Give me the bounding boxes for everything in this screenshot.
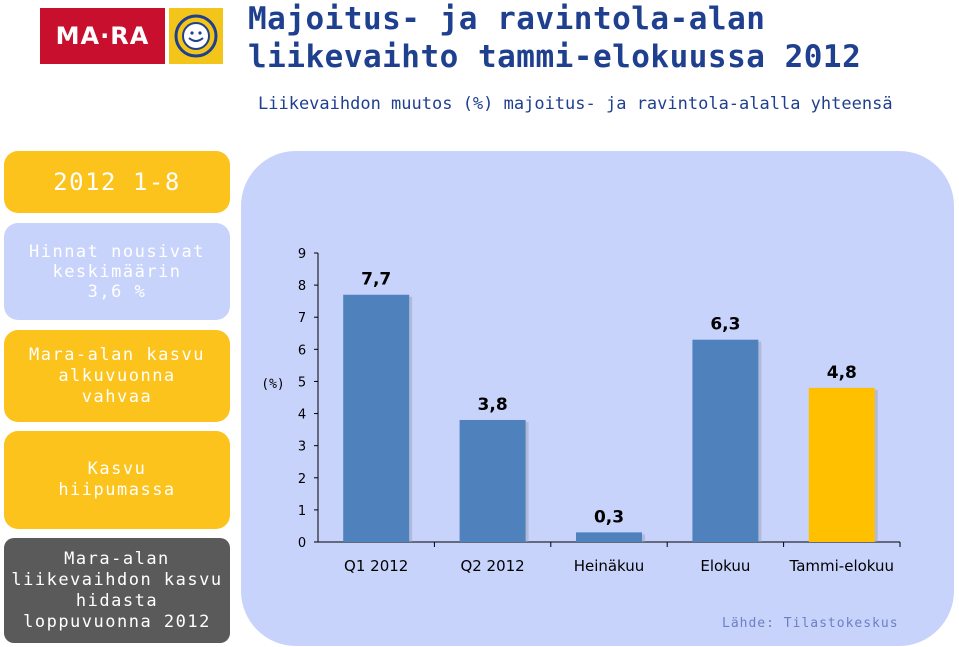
page-title: Majoitus- ja ravintola-alan liikevaihto …: [248, 0, 948, 76]
y-tick-label: 5: [298, 375, 306, 390]
data-label: 7,7: [361, 270, 391, 290]
y-tick-label: 1: [298, 504, 306, 519]
box3-line: Kasvu: [87, 459, 147, 479]
outlook-box: Mara-alan liikevaihdon kasvu hidasta lop…: [4, 538, 230, 643]
box4-line: Mara-alan: [64, 548, 170, 569]
y-tick-label: 3: [298, 440, 306, 455]
y-tick-label: 8: [298, 279, 306, 294]
mara-logo: MA·RA: [40, 8, 165, 64]
y-tick-label: 0: [298, 536, 306, 551]
period-label: 2012 1-8: [53, 168, 181, 196]
price-info-box: Hinnat nousivat keskimäärin 3,6 %: [4, 223, 230, 320]
x-tick-label: Tammi-elokuu: [789, 557, 895, 575]
growth-strong-box: Mara-alan kasvu alkuvuonna vahvaa: [4, 330, 230, 422]
box2-line: alkuvuonna: [58, 365, 176, 386]
box4-line: hidasta: [75, 590, 159, 611]
source-note: Lähde: Tilastokeskus: [722, 616, 899, 631]
mascot-logo-icon: [169, 8, 223, 64]
x-tick-label: Heinäkuu: [574, 557, 645, 575]
data-label: 3,8: [478, 395, 508, 415]
box1-line: Hinnat nousivat: [28, 241, 206, 262]
y-tick-label: 6: [298, 343, 306, 358]
box3-line: hiipumassa: [58, 480, 176, 500]
y-tick-label: 4: [298, 408, 306, 423]
box4-line: liikevaihdon kasvu: [11, 569, 223, 590]
period-box: 2012 1-8: [4, 151, 230, 213]
bar: [808, 387, 875, 542]
y-tick-label: 7: [298, 311, 306, 326]
logo-text: MA·RA: [55, 22, 150, 50]
box4-line: loppuvuonna 2012: [23, 611, 211, 632]
y-tick-label: 9: [298, 247, 306, 262]
bar: [692, 339, 759, 542]
data-label: 0,3: [594, 507, 624, 527]
growth-fading-box: Kasvu hiipumassa: [4, 431, 230, 529]
bar: [343, 294, 410, 542]
page-subtitle: Liikevaihdon muutos (%) majoitus- ja rav…: [258, 94, 893, 114]
bar: [576, 532, 642, 542]
box1-line: keskimäärin: [52, 261, 182, 282]
y-tick-label: 2: [298, 472, 306, 487]
title-line-2: liikevaihto tammi-elokuussa 2012: [248, 39, 862, 75]
box2-line: Mara-alan kasvu: [28, 344, 206, 365]
bar: [459, 419, 526, 542]
data-label: 4,8: [827, 363, 857, 383]
box2-line: vahvaa: [81, 386, 153, 407]
x-tick-label: Q1 2012: [344, 557, 408, 575]
y-axis-label: (%): [261, 377, 284, 392]
x-tick-label: Elokuu: [700, 557, 750, 575]
box1-line: 3,6 %: [87, 281, 147, 302]
title-line-1: Majoitus- ja ravintola-alan: [248, 1, 766, 37]
data-label: 6,3: [710, 315, 740, 335]
x-tick-label: Q2 2012: [460, 557, 524, 575]
